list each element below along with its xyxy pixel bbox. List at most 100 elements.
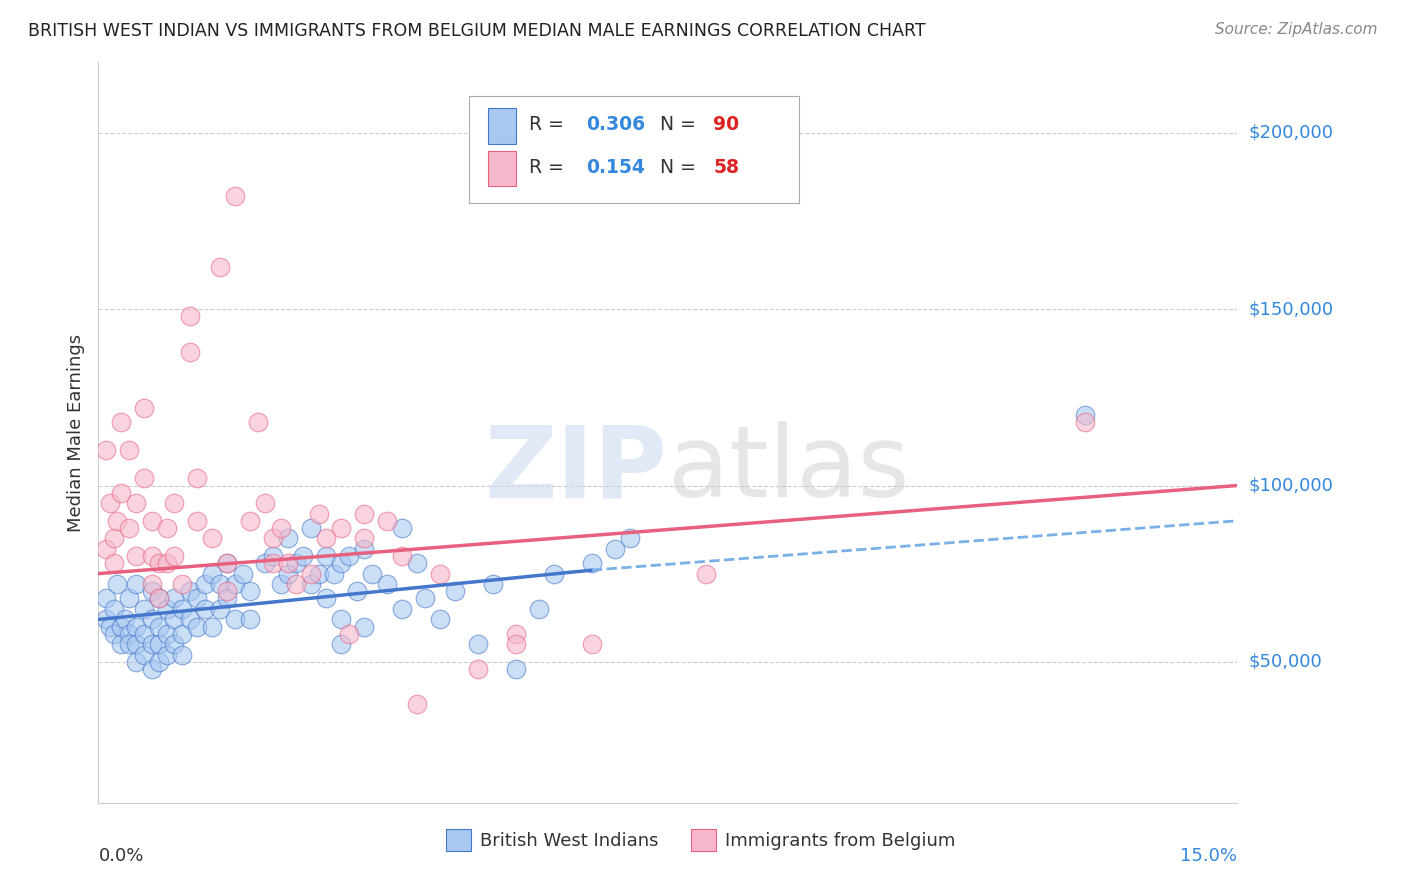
Point xyxy=(543,566,565,581)
Point xyxy=(284,577,307,591)
Point xyxy=(141,612,163,626)
Point xyxy=(163,496,186,510)
Point xyxy=(467,662,489,676)
Point xyxy=(217,556,239,570)
Point xyxy=(254,556,277,570)
Text: 0.0%: 0.0% xyxy=(98,847,143,865)
Point xyxy=(270,521,292,535)
Point xyxy=(179,344,201,359)
Text: N =: N = xyxy=(659,158,702,177)
Text: 0.154: 0.154 xyxy=(586,158,645,177)
FancyBboxPatch shape xyxy=(690,829,716,851)
Point xyxy=(170,648,193,662)
Point xyxy=(186,619,208,633)
Text: Immigrants from Belgium: Immigrants from Belgium xyxy=(725,831,955,849)
Point xyxy=(406,556,429,570)
Point xyxy=(330,556,353,570)
Point xyxy=(125,619,148,633)
Point xyxy=(330,521,353,535)
Point xyxy=(125,577,148,591)
Point xyxy=(505,662,527,676)
Point xyxy=(98,619,121,633)
Point xyxy=(224,612,246,626)
Point xyxy=(170,626,193,640)
FancyBboxPatch shape xyxy=(488,108,516,144)
Point xyxy=(322,566,344,581)
Point xyxy=(163,612,186,626)
Point xyxy=(444,584,467,599)
Point xyxy=(360,566,382,581)
Point xyxy=(217,556,239,570)
FancyBboxPatch shape xyxy=(488,151,516,186)
Point xyxy=(315,532,337,546)
Point xyxy=(94,443,117,458)
Point xyxy=(156,626,179,640)
Point xyxy=(148,591,170,606)
Point xyxy=(505,637,527,651)
Point xyxy=(94,591,117,606)
Text: R =: R = xyxy=(529,158,569,177)
Point xyxy=(118,637,141,651)
Point xyxy=(156,521,179,535)
Point xyxy=(208,577,231,591)
Point xyxy=(94,541,117,556)
Point xyxy=(125,637,148,651)
Point xyxy=(581,556,603,570)
Point xyxy=(163,637,186,651)
Text: 15.0%: 15.0% xyxy=(1180,847,1237,865)
Point xyxy=(284,556,307,570)
Point xyxy=(292,549,315,563)
Point xyxy=(391,602,413,616)
Point xyxy=(308,566,330,581)
Point xyxy=(110,637,132,651)
Point xyxy=(270,577,292,591)
Point xyxy=(277,556,299,570)
Text: ZIP: ZIP xyxy=(485,421,668,518)
Point xyxy=(217,584,239,599)
Point xyxy=(262,556,284,570)
Point xyxy=(262,532,284,546)
Point xyxy=(208,602,231,616)
Point xyxy=(186,591,208,606)
Point xyxy=(179,612,201,626)
Point xyxy=(132,401,155,415)
Point xyxy=(103,602,125,616)
Point xyxy=(103,556,125,570)
Text: $200,000: $200,000 xyxy=(1249,124,1333,142)
Point xyxy=(148,637,170,651)
Text: R =: R = xyxy=(529,115,569,135)
Point xyxy=(201,566,224,581)
Point xyxy=(208,260,231,274)
Point xyxy=(194,577,217,591)
Y-axis label: Median Male Earnings: Median Male Earnings xyxy=(66,334,84,532)
Point xyxy=(125,496,148,510)
Point xyxy=(118,521,141,535)
Point xyxy=(170,602,193,616)
Point xyxy=(299,577,322,591)
Text: Source: ZipAtlas.com: Source: ZipAtlas.com xyxy=(1215,22,1378,37)
Point xyxy=(132,626,155,640)
Point xyxy=(375,577,398,591)
Point xyxy=(246,415,269,429)
Point xyxy=(141,584,163,599)
Point xyxy=(375,514,398,528)
Point xyxy=(391,521,413,535)
Point xyxy=(118,591,141,606)
Point xyxy=(94,612,117,626)
Point xyxy=(353,532,375,546)
Text: 0.306: 0.306 xyxy=(586,115,645,135)
Text: $50,000: $50,000 xyxy=(1249,653,1322,671)
Point xyxy=(353,541,375,556)
Point xyxy=(413,591,436,606)
Text: $150,000: $150,000 xyxy=(1249,301,1333,318)
Point xyxy=(107,514,129,528)
Point xyxy=(429,566,451,581)
FancyBboxPatch shape xyxy=(468,95,799,203)
Point xyxy=(346,584,368,599)
Point xyxy=(114,612,136,626)
Point xyxy=(1074,415,1097,429)
Point xyxy=(505,626,527,640)
Point xyxy=(148,619,170,633)
Point xyxy=(201,532,224,546)
Text: 58: 58 xyxy=(713,158,740,177)
